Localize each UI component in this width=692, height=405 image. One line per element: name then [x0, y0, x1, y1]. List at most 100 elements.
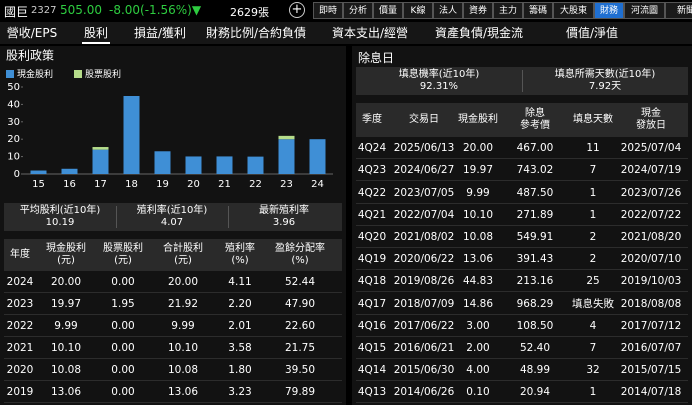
row-divider [4, 292, 342, 293]
change: -8.00(-1.56%)▼ [109, 3, 202, 17]
table-cell: 10.10 [50, 342, 82, 354]
column-header: (元) [57, 255, 75, 266]
table-cell: 4.00 [466, 364, 490, 377]
nav-button-label: 籌碼 [528, 6, 548, 16]
nav-button[interactable]: 法人 [433, 2, 463, 19]
nav-button[interactable]: 資券 [463, 2, 493, 19]
table-header [4, 239, 342, 271]
column-header: 年度 [10, 249, 30, 260]
table-cell: 2024/07/19 [620, 164, 682, 177]
nav-button-label: 大股東 [559, 6, 588, 16]
nav-button-label: 河流圖 [630, 6, 659, 16]
table-cell: 0.00 [111, 364, 135, 376]
tab[interactable]: 損益/獲利 [133, 26, 187, 40]
table-cell: 1 [589, 208, 597, 221]
table-cell: 271.89 [516, 208, 554, 221]
tab[interactable]: 資本支出/經營 [331, 26, 409, 40]
table-cell: 13.06 [462, 253, 494, 266]
nav-button-label: 價量 [378, 6, 398, 16]
y-tick-label: 20 [7, 134, 20, 145]
stats-box: 填息機率(近10年) 92.31% 填息所需天數(近10年) 7.92天 [356, 67, 688, 95]
column-header: (%) [231, 255, 249, 266]
nav-button[interactable]: 大股東 [553, 2, 594, 19]
column-header: 現金股利 [458, 114, 498, 125]
x-tick-label: 19 [156, 179, 169, 190]
volume: 2629張 [230, 6, 269, 19]
nav-button[interactable]: 籌碼 [523, 2, 553, 19]
table-cell: 4Q16 [357, 319, 387, 332]
nav-button[interactable]: 價量 [373, 2, 403, 19]
column-header: 季度 [362, 114, 382, 125]
table-cell: 9.99 [54, 320, 78, 332]
tab[interactable]: 價值/淨值 [565, 26, 619, 40]
table-cell: 0.00 [111, 320, 135, 332]
bar [278, 139, 295, 174]
table-cell: 44.83 [462, 275, 494, 288]
table-cell: 7 [589, 164, 597, 177]
tab[interactable]: 營收/EPS [6, 26, 58, 40]
table-cell: 2019 [6, 386, 34, 398]
chart-title: 股利政策 [6, 49, 54, 63]
table-cell: 4.11 [228, 276, 252, 288]
column-header: 盈餘分配率 [275, 243, 325, 254]
row-divider [356, 158, 688, 160]
table-cell: 52.40 [519, 341, 551, 354]
ex-dividend-panel: 除息日 填息機率(近10年) 92.31% 填息所需天數(近10年) 7.92天 季度 交… [352, 46, 692, 405]
nav-button[interactable]: 新聞/日曆 [665, 2, 692, 19]
bar [154, 151, 171, 174]
nav-button[interactable]: K線 [403, 2, 433, 19]
tab[interactable]: 資產負債/現金流 [434, 26, 524, 40]
divider [522, 70, 523, 92]
row-divider [4, 314, 342, 315]
table-cell: 52.44 [284, 276, 316, 288]
table-cell: 549.91 [516, 230, 554, 243]
column-header: 除息 [525, 108, 545, 119]
table-cell: 22.60 [284, 320, 316, 332]
table-cell: 39.50 [284, 364, 316, 376]
nav-button[interactable]: 財務 [594, 2, 624, 19]
panel-title: 除息日 [358, 51, 395, 65]
chart: 股利政策 現金股利 股票股利 0 10 20 30 40 50 15 16 17 18 19 20 21 22… [6, 49, 333, 190]
stock-name: 國巨 [4, 5, 29, 19]
nav-button-label: 主力 [498, 6, 518, 16]
nav-button[interactable]: 河流圖 [624, 2, 665, 19]
table-cell: 1.95 [111, 298, 135, 310]
table-cell: 2014/07/18 [620, 386, 682, 399]
table-cell: 2018/08/08 [620, 297, 682, 310]
table-cell: 9.99 [466, 186, 490, 199]
table-cell: 2023/07/26 [620, 186, 682, 199]
row-divider [356, 247, 688, 248]
table-cell: 10.08 [167, 364, 199, 376]
nav-button-label: 資券 [468, 6, 488, 16]
add-button[interactable]: + [289, 2, 305, 18]
tab[interactable]: 股利 [83, 26, 109, 40]
table-cell: 2020/06/22 [393, 253, 455, 266]
nav-button[interactable]: 即時 [313, 2, 343, 19]
price: 505.00 [60, 3, 102, 17]
tab-underline [82, 42, 110, 44]
tab-bar: 營收/EPS 股利 損益/獲利 財務比例/合約負債 資本支出/經營 資產負債/現金流 價值/… [0, 22, 692, 44]
table-cell: 47.90 [284, 298, 316, 310]
stat-label: 最新殖利率 [259, 205, 309, 216]
nav-button[interactable]: 分析 [343, 2, 373, 19]
table-cell: 9.99 [171, 320, 195, 332]
stat-value: 10.19 [45, 217, 75, 228]
table-cell: 4Q22 [357, 186, 387, 199]
nav-button[interactable]: 主力 [493, 2, 523, 19]
row-divider [356, 313, 688, 315]
table-cell: 2020/07/10 [620, 253, 682, 266]
table-cell: 2023/07/05 [393, 186, 455, 199]
table-cell: 10.08 [462, 230, 494, 243]
table-cell: 20.00 [167, 276, 199, 288]
bar [185, 156, 202, 174]
table-cell: 968.29 [516, 297, 554, 310]
x-tick-label: 21 [218, 179, 231, 190]
nav-button-label: K線 [410, 6, 426, 16]
x-tick-label: 16 [63, 179, 76, 190]
legend-swatch [6, 70, 14, 78]
stats-box: 平均股利(近10年) 10.19 殖利率(近10年) 4.07 最新殖利率 3.96 [4, 203, 342, 231]
tab[interactable]: 財務比例/合約負債 [205, 26, 307, 40]
table-cell: 467.00 [516, 142, 554, 155]
table-cell: 填息失敗 [572, 297, 614, 310]
